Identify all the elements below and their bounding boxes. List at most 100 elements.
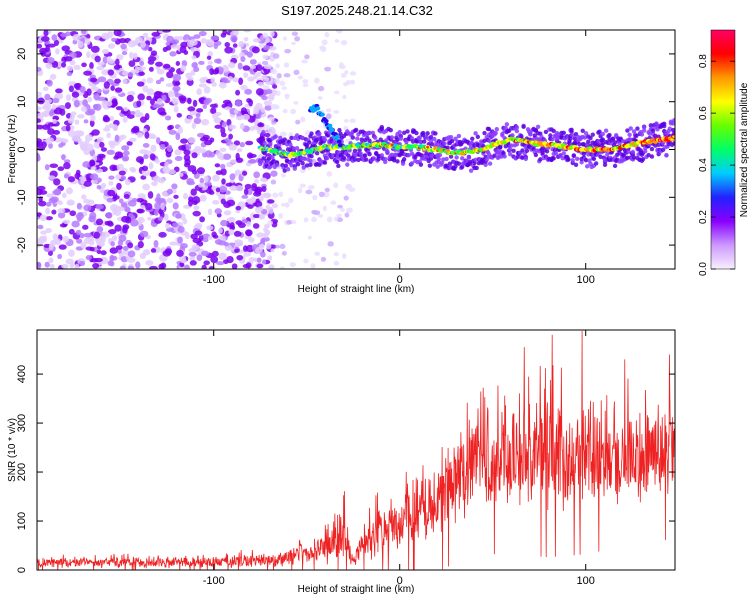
noise-blob xyxy=(115,245,123,250)
noise-blob xyxy=(179,45,187,54)
noise-blob xyxy=(265,204,271,211)
noise-blob xyxy=(136,100,142,108)
noise-blob xyxy=(267,126,276,134)
noise-blob xyxy=(236,148,243,153)
noise-blob xyxy=(62,138,69,144)
colorbar: 0.0 0.2 0.4 0.6 0.8 Normalized spectral ampl… xyxy=(698,29,750,276)
noise-blob xyxy=(222,153,232,160)
signal-halo xyxy=(289,163,294,168)
noise-blob xyxy=(65,258,74,265)
noise-blob xyxy=(278,191,284,198)
noise-blob xyxy=(228,229,235,236)
noise-blob xyxy=(214,67,220,75)
noise-blob xyxy=(145,260,154,266)
noise-blob xyxy=(66,65,74,71)
noise-blob xyxy=(191,55,197,60)
noise-blob xyxy=(184,158,191,166)
noise-blob xyxy=(275,63,280,69)
signal-halo xyxy=(566,156,571,162)
noise-blob xyxy=(156,68,165,75)
noise-blob xyxy=(116,163,124,171)
noise-blob xyxy=(342,94,347,100)
noise-blob xyxy=(231,186,237,191)
noise-blob xyxy=(139,230,149,238)
signal-halo xyxy=(487,161,493,166)
signal-halo xyxy=(473,157,478,163)
noise-blob xyxy=(270,30,275,37)
noise-blob xyxy=(77,40,84,48)
noise-blob xyxy=(165,150,172,158)
noise-blob xyxy=(184,264,190,269)
noise-blob xyxy=(261,60,269,66)
noise-blob xyxy=(122,79,128,84)
signal-halo xyxy=(484,157,489,162)
noise-blob xyxy=(191,122,197,129)
noise-blob xyxy=(88,215,96,223)
noise-blob xyxy=(40,230,47,235)
noise-blob xyxy=(247,76,255,82)
branch-signal xyxy=(334,134,340,139)
noise-blob xyxy=(214,239,222,245)
colorbar-tick-label: 0.8 xyxy=(698,54,709,68)
signal-halo xyxy=(514,128,520,134)
noise-blob xyxy=(147,216,152,221)
noise-blob xyxy=(224,106,232,111)
noise-blob xyxy=(177,236,184,244)
noise-blob xyxy=(234,239,243,244)
signal-halo xyxy=(603,128,609,133)
signal-halo xyxy=(571,153,577,159)
noise-blob xyxy=(208,190,215,195)
noise-blob xyxy=(114,209,122,216)
noise-blob xyxy=(136,81,145,87)
noise-blob xyxy=(235,220,243,226)
signal-halo xyxy=(593,161,599,166)
noise-blob xyxy=(202,104,208,109)
signal-halo xyxy=(496,148,502,154)
noise-blob xyxy=(174,88,179,96)
signal-halo xyxy=(598,154,603,160)
noise-blob xyxy=(230,222,235,229)
noise-blob xyxy=(71,220,80,228)
signal-halo xyxy=(482,130,487,136)
noise-blob xyxy=(220,132,227,138)
signal-halo xyxy=(600,137,606,142)
signal-halo xyxy=(600,131,606,137)
signal-halo xyxy=(367,130,372,135)
noise-blob xyxy=(263,192,272,199)
noise-blob xyxy=(220,198,226,205)
noise-blob xyxy=(75,212,84,220)
noise-blob xyxy=(337,204,343,209)
signal-halo xyxy=(268,142,273,147)
noise-blob xyxy=(70,111,77,116)
noise-blob xyxy=(278,213,284,219)
noise-blob xyxy=(317,96,323,100)
signal-halo xyxy=(511,148,516,154)
noise-blob xyxy=(99,141,105,148)
spectrogram-ylabel: Frequency (Hz) xyxy=(7,115,18,184)
noise-blob xyxy=(44,164,50,171)
noise-blob xyxy=(79,86,86,93)
noise-blob xyxy=(160,202,165,210)
signal-halo xyxy=(520,148,525,153)
noise-blob xyxy=(127,40,137,48)
figure-title: S197.2025.248.21.14.C32 xyxy=(281,3,433,18)
noise-blob xyxy=(255,102,263,110)
noise-blob xyxy=(105,211,113,219)
signal-halo xyxy=(535,124,541,130)
signal-halo xyxy=(259,136,264,141)
noise-blob xyxy=(55,48,60,55)
signal-halo xyxy=(509,143,514,148)
noise-blob xyxy=(57,253,63,260)
spectrogram-ytick-label: 10 xyxy=(16,96,28,108)
noise-blob xyxy=(80,241,87,249)
noise-blob xyxy=(81,194,87,200)
noise-blob xyxy=(172,73,182,82)
noise-blob xyxy=(37,185,46,191)
noise-blob xyxy=(113,30,122,37)
noise-blob xyxy=(83,204,92,212)
signal-halo xyxy=(482,138,487,143)
noise-blob xyxy=(149,134,157,140)
noise-blob xyxy=(151,31,160,37)
noise-blob xyxy=(251,46,260,54)
